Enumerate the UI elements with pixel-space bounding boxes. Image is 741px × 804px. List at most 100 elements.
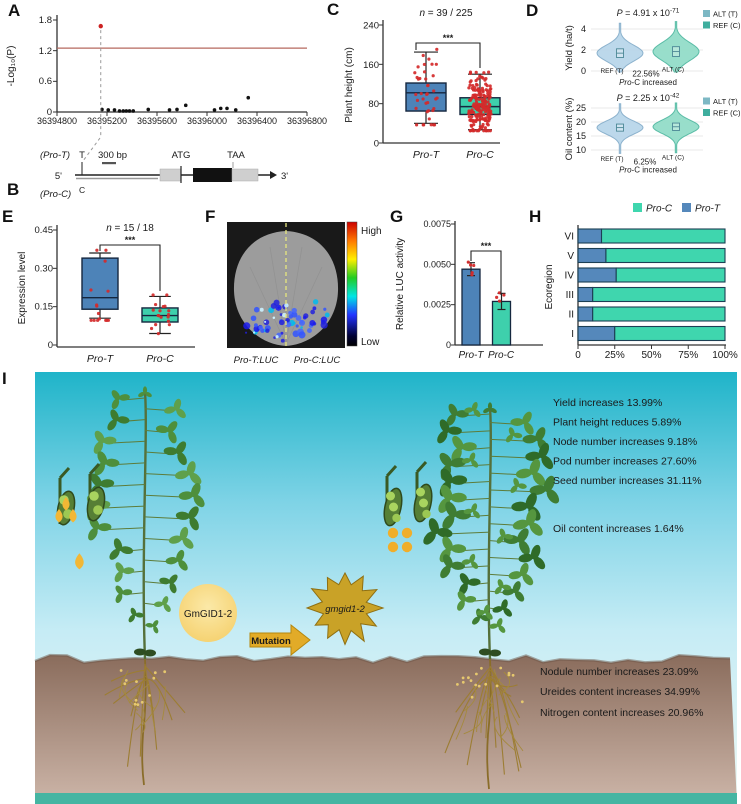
- e-ytick-label: 0.45: [35, 225, 54, 236]
- plant-stem: [487, 407, 492, 660]
- rootlet: [118, 669, 129, 698]
- i-mutant-label: gmgid1-2: [325, 604, 365, 615]
- panel-letter-i: I: [2, 369, 7, 388]
- luminescence-spot: [291, 307, 297, 314]
- annotation-plant-height: Plant height reduces 5.89%: [553, 417, 681, 429]
- g-plot: [451, 223, 512, 346]
- i-plant-right: [415, 397, 569, 660]
- data-point: [479, 94, 483, 98]
- c-ytick-label: 160: [363, 60, 379, 71]
- plant-branch: [101, 505, 146, 509]
- g-bar-label: Pro-C: [488, 350, 515, 361]
- root: [455, 667, 491, 713]
- nodule: [153, 671, 157, 675]
- b-stop-codon-label: TAA: [227, 150, 245, 161]
- data-point: [421, 53, 425, 58]
- luminescence-spot: [253, 306, 260, 313]
- data-point: [427, 117, 431, 121]
- h-xtick-label: 0: [575, 350, 581, 361]
- h-legend-swatch-pro-t: [682, 203, 691, 212]
- nodule: [499, 666, 503, 670]
- f-right-label: Pro-C:LUC: [294, 355, 341, 366]
- a-point: [175, 107, 179, 112]
- root: [110, 669, 146, 682]
- data-point: [427, 57, 431, 61]
- a-point: [225, 106, 229, 111]
- data-point: [477, 97, 481, 101]
- luminescence-spot: [310, 309, 315, 315]
- e-n-annotation: n = 15 / 18: [106, 223, 154, 234]
- root: [485, 672, 491, 739]
- i-starburst: [305, 571, 385, 646]
- c-significance: ***: [443, 33, 454, 43]
- i-soil-annotations: Nodule number increases 23.09% Ureides c…: [540, 666, 703, 719]
- data-point: [89, 288, 93, 292]
- rootlet: [135, 712, 146, 733]
- data-point: [431, 108, 435, 113]
- luminescence-spot: [309, 319, 316, 326]
- data-point: [470, 110, 474, 114]
- root: [139, 665, 146, 757]
- luminescence-spot: [324, 312, 330, 318]
- data-point: [474, 78, 478, 83]
- panel-letter-g: G: [390, 207, 404, 226]
- panel-letter-d: D: [526, 1, 539, 20]
- data-point: [482, 129, 486, 133]
- h-bar-pro-t: [577, 267, 617, 283]
- data-point: [481, 117, 485, 121]
- d1-p-value: P = 4.91 x 10-71: [617, 8, 680, 19]
- a-highlight-point: [98, 23, 103, 29]
- nodule: [124, 679, 128, 682]
- b-dashed-connector: [82, 137, 101, 162]
- data-point: [429, 123, 433, 127]
- panel-a: -Log₁₀(P) 1.8 1.2 0.6 0 36394800 3639520…: [6, 15, 327, 136]
- luminescence-spot: [312, 306, 317, 311]
- a-plot: [53, 19, 308, 136]
- h-category-label: III: [566, 290, 574, 301]
- panel-b: (Pro-T) T 300 bp ATG TAA 5' 3' (Pro-C) C: [40, 137, 288, 200]
- data-point: [487, 70, 491, 74]
- data-point: [466, 260, 470, 264]
- data-point: [484, 129, 489, 133]
- rootlet: [464, 685, 477, 712]
- d1-y-axis-label: Yield (ha/t): [564, 25, 575, 71]
- d2-legend-swatch-ref: [703, 109, 710, 116]
- rootlet: [499, 713, 509, 738]
- d2-increase-note: Pro-C increased: [619, 166, 677, 175]
- i-gene-circle: [179, 584, 237, 642]
- data-point: [477, 114, 481, 118]
- base-cluster: [134, 648, 146, 656]
- data-point: [424, 101, 428, 105]
- luminescence-spot: [295, 315, 302, 321]
- data-point: [422, 70, 427, 74]
- b-utr3-box: [231, 168, 259, 182]
- e-ytick-label: 0.15: [35, 302, 54, 313]
- plant-stem: [142, 391, 147, 660]
- luminescence-spot: [285, 321, 292, 328]
- data-point: [488, 90, 492, 94]
- data-point: [421, 97, 425, 101]
- d2-legend-swatch-alt: [703, 97, 710, 105]
- luminescence-spot: [273, 299, 280, 306]
- i-mutation-label: Mutation: [251, 636, 291, 647]
- b-arrowhead: [270, 171, 277, 179]
- h-bar-pro-c: [605, 247, 726, 264]
- data-point: [468, 70, 473, 74]
- data-point: [477, 89, 481, 93]
- data-point: [473, 88, 477, 92]
- data-point: [415, 75, 419, 80]
- h-legend-swatch-pro-c: [633, 203, 642, 212]
- e-plot: [53, 229, 179, 346]
- data-point: [469, 123, 473, 127]
- nodule: [461, 680, 465, 684]
- data-point: [470, 273, 474, 277]
- b-three-prime-label: 3': [281, 171, 288, 182]
- f-colorbar-high-label: High: [361, 226, 382, 237]
- violin: [596, 22, 644, 73]
- b-five-prime-label: 5': [55, 171, 62, 182]
- h-category-label: VI: [565, 232, 574, 243]
- d2-increase-pct: 6.25%: [634, 158, 657, 167]
- luminescence-spot: [292, 321, 296, 325]
- d2-ytick-label: 10: [576, 145, 586, 155]
